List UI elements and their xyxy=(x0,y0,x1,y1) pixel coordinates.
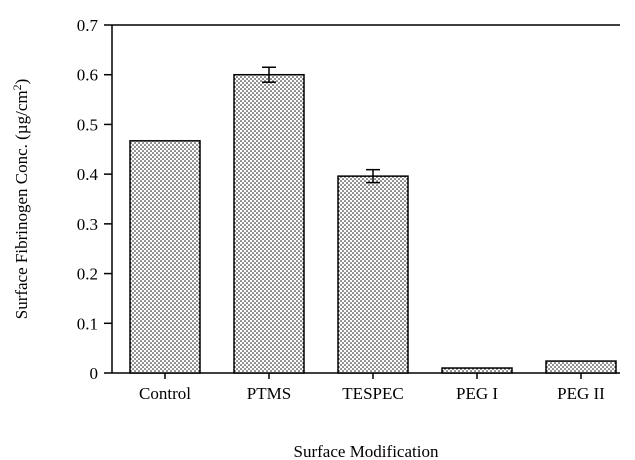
y-tick-label: 0.3 xyxy=(77,215,98,234)
x-axis-ticks: Control PTMS TESPEC PEG I PEG II xyxy=(139,373,605,403)
y-tick-label: 0.5 xyxy=(77,115,98,134)
bar-control xyxy=(129,140,201,374)
y-tick-label: 0 xyxy=(90,364,99,383)
x-axis-title: Surface Modification xyxy=(294,442,439,460)
y-tick-label: 0.2 xyxy=(77,265,98,284)
y-axis-title-main: Surface Fibrinogen Conc. (µg/cm xyxy=(12,90,31,319)
y-axis-title-close: ) xyxy=(12,79,31,85)
bars xyxy=(129,66,617,374)
y-tick-label: 0.1 xyxy=(77,314,98,333)
y-tick-label: 0.4 xyxy=(77,165,99,184)
bar-peg-ii xyxy=(545,360,617,374)
y-axis-ticks: 0 0.1 0.2 0.3 0.4 0.5 0.6 0.7 xyxy=(77,16,112,383)
y-axis-title-superscript: 2 xyxy=(10,84,24,90)
bar-tespec xyxy=(337,175,409,374)
y-tick-label: 0.7 xyxy=(77,16,99,35)
x-tick-label: PTMS xyxy=(247,384,291,403)
bar-ptms xyxy=(233,73,305,374)
y-tick-label: 0.6 xyxy=(77,66,98,85)
y-axis-title: Surface Fibrinogen Conc. (µg/cm2) xyxy=(10,79,31,320)
x-tick-label: TESPEC xyxy=(342,384,403,403)
bar-peg-i xyxy=(441,367,513,374)
x-tick-label: PEG II xyxy=(557,384,605,403)
error-bar-ptms xyxy=(262,66,276,83)
x-tick-label: Control xyxy=(139,384,191,403)
x-tick-label: PEG I xyxy=(456,384,498,403)
error-bar-tespec xyxy=(366,168,380,184)
